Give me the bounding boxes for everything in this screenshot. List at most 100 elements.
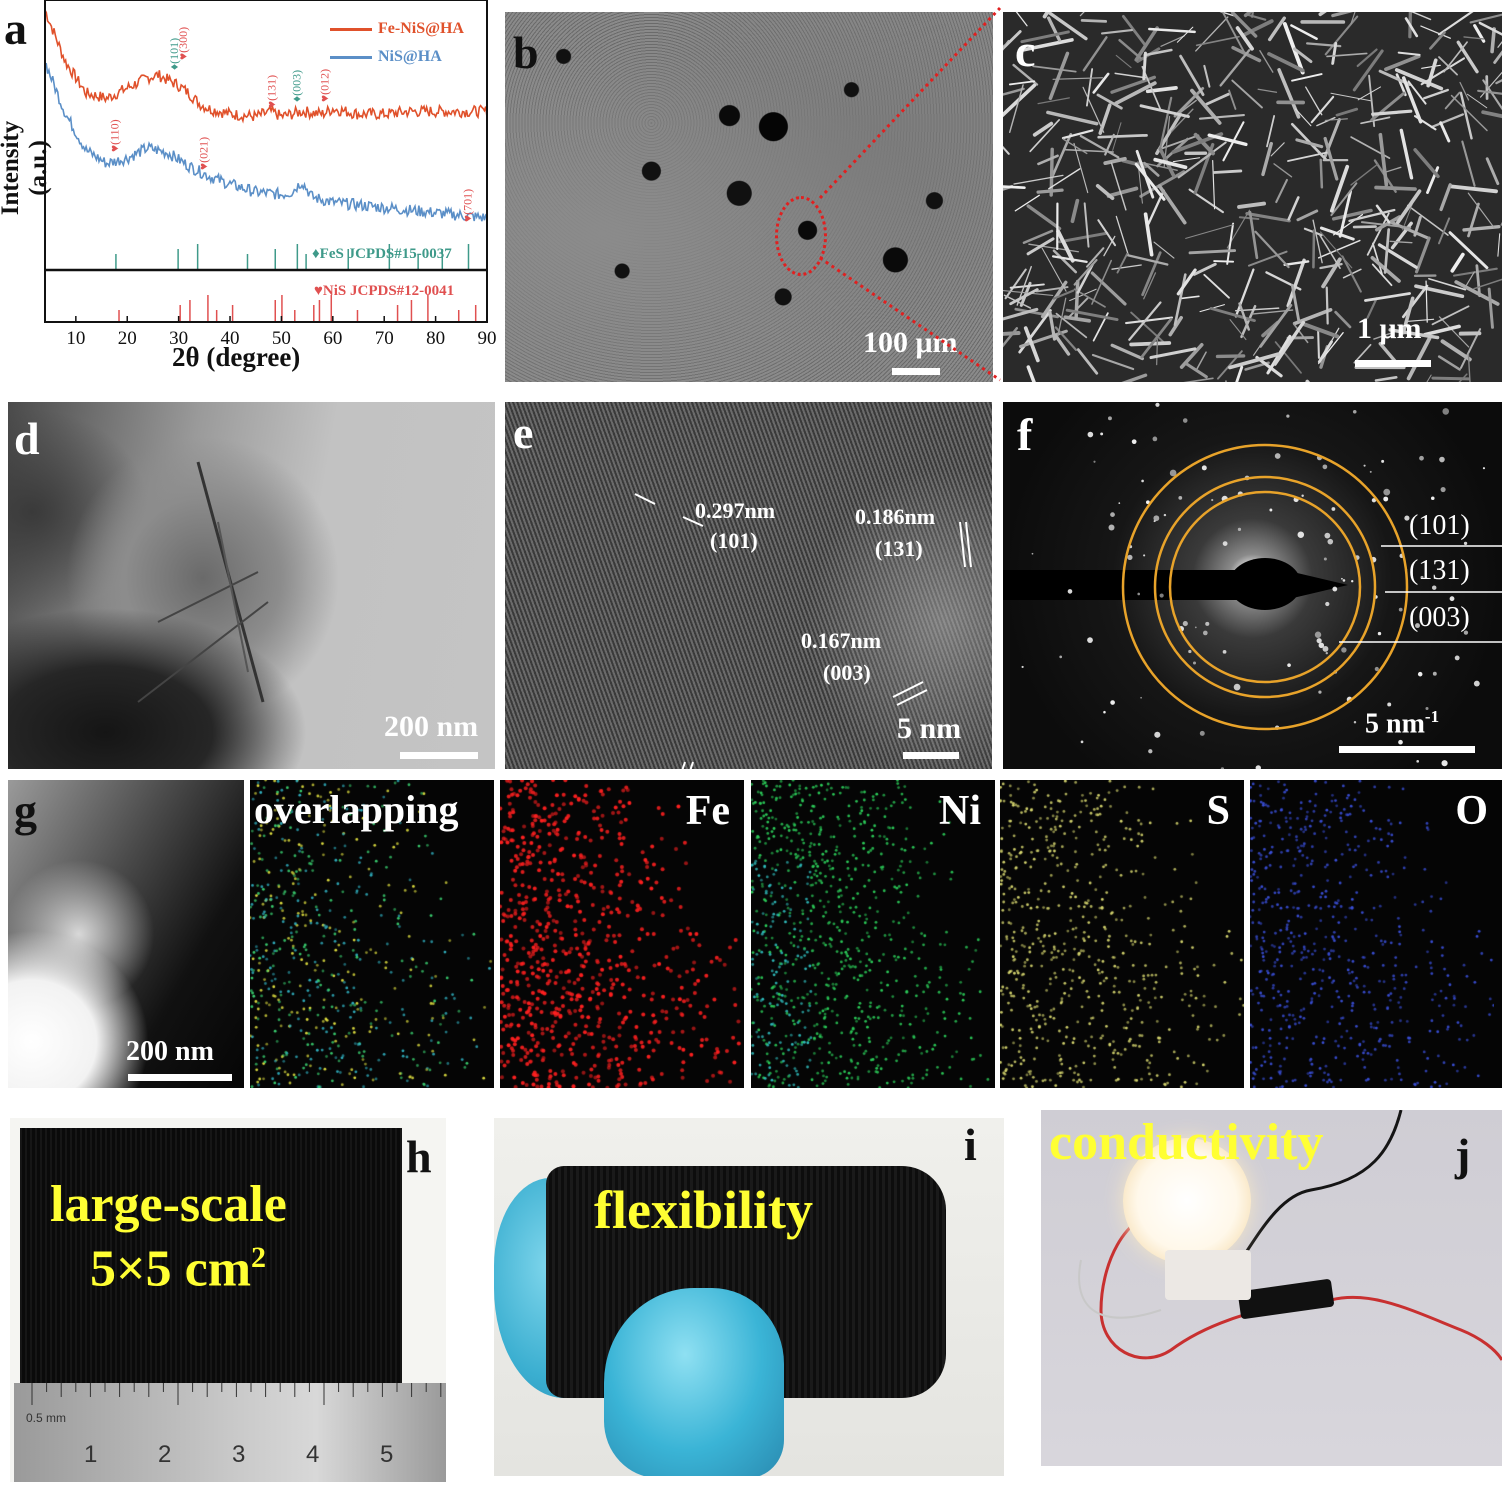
peak-label: ♥(021) — [196, 137, 210, 170]
eds-map-label-ni: Ni — [939, 788, 981, 834]
panel-j-photo: conductivity j — [1041, 1110, 1502, 1466]
scale-label-f: 5 nm-1 — [1365, 708, 1439, 738]
eds-map-s: S — [1000, 780, 1244, 1088]
ruler: 0.5 mm 1 2 3 4 5 — [14, 1383, 446, 1482]
scale-label-f-text: 5 nm — [1365, 708, 1425, 740]
panel-g-haadf: g 200 nm — [8, 780, 244, 1088]
x-tick-label: 20 — [118, 328, 137, 349]
fringe-plane-003: (003) — [823, 660, 871, 685]
scale-label-b: 100 μm — [863, 326, 958, 359]
eds-map-o: O — [1250, 780, 1502, 1088]
panel-a-xrd: 10 20 30 40 50 60 70 80 90 ♦(101) ♥(300) ♥(131) ♦(0… — [0, 0, 500, 382]
flexibility-text: flexibility — [594, 1180, 813, 1240]
fringe-d-101: 0.297nm — [695, 498, 776, 523]
ruler-ticks — [31, 1383, 442, 1405]
glove-front — [604, 1288, 784, 1476]
ruler-number: 1 — [84, 1441, 98, 1468]
xrd-axes-frame — [44, 0, 488, 323]
legend: Fe-NiS@HA NiS@HA — [330, 20, 464, 66]
panel-label-a: a — [4, 3, 27, 54]
panel-label-i: i — [964, 1119, 977, 1170]
legend-swatch-nis — [330, 55, 372, 59]
eds-map-label-overlapping: overlapping — [254, 787, 459, 832]
scale-label-f-sup: -1 — [1424, 707, 1440, 726]
fringe-plane-131: (131) — [875, 536, 923, 561]
nis-ref-label: ♥NiS JCPDS#12-0041 — [314, 283, 455, 299]
ruler-number: 3 — [232, 1441, 246, 1468]
xrd-chart: 10 20 30 40 50 60 70 80 90 ♦(101)♥(300) ♥(131) ♦(0… — [44, 0, 497, 349]
fringe-markers — [634, 493, 972, 769]
legend-label-nis: NiS@HA — [378, 48, 442, 65]
x-tick-label: 50 — [272, 328, 291, 349]
xlabel-2theta: 2θ (degree) — [172, 342, 301, 372]
panel-d-tem: d 200 nm — [8, 402, 495, 769]
ring-label-101: (101) — [1409, 510, 1470, 541]
peak-label: ♥(110) — [107, 119, 121, 152]
ruler-unit: 0.5 mm — [26, 1411, 67, 1425]
fringe-d-131: 0.186nm — [855, 504, 936, 529]
led-lamp — [1123, 1138, 1251, 1264]
eds-dots — [1000, 780, 1244, 1088]
x-tick-label: 10 — [66, 328, 85, 349]
nis-curve — [44, 62, 488, 222]
peak-label: ♥(300) — [176, 27, 190, 60]
xrd-peak-labels: ♦(101)♥(300) ♥(131) ♦(003) ♥(012) ♥(110) ♥(02… — [107, 27, 474, 222]
x-tick-label: 90 — [478, 328, 497, 349]
fe-nis-curve — [44, 9, 488, 124]
x-tick-label: 80 — [426, 328, 445, 349]
tem-rods — [137, 461, 269, 703]
panel-c-sem: c 1 μm — [1003, 12, 1502, 382]
legend-label-fe-nis: Fe-NiS@HA — [378, 20, 464, 37]
lamp-base — [1165, 1250, 1251, 1300]
peak-label: ♥(131) — [264, 75, 278, 108]
ring-label-131: (131) — [1409, 555, 1470, 586]
panel-e-hrtem: e 0.297nm (101) 0.186nm (131) 0.167nm (0… — [505, 402, 992, 769]
scale-label-e: 5 nm — [897, 712, 962, 745]
fes-reference-sticks — [115, 244, 470, 270]
legend-item-fe-nis: Fe-NiS@HA — [330, 20, 464, 38]
size-text: 5×5 cm2 — [90, 1242, 266, 1297]
carbon-cloth — [20, 1128, 402, 1383]
eds-map-overlapping: overlapping — [250, 780, 494, 1088]
ruler-number: 2 — [158, 1441, 172, 1468]
nis-ref-text: NiS JCPDS#12-0041 — [322, 283, 455, 299]
zoom-region-circle — [775, 196, 827, 276]
peak-label: ♦(101) — [167, 38, 181, 70]
scale-label-c: 1 μm — [1357, 312, 1422, 345]
scale-label-g: 200 nm — [126, 1036, 214, 1067]
Fe-NiS@HA-line — [44, 9, 488, 124]
peak-label: ♦(003) — [289, 70, 303, 102]
fes-ref-label: ♦FeS JCPDS#15-0037 — [312, 246, 452, 262]
size-text-sup: 2 — [251, 1241, 267, 1274]
ruler-number: 4 — [306, 1441, 320, 1468]
x-tick-label: 40 — [221, 328, 240, 349]
panel-label-h: h — [406, 1131, 432, 1182]
scale-bar-d — [400, 752, 478, 759]
conductivity-text: conductivity — [1049, 1114, 1324, 1171]
panel-i-photo: i flexibility — [494, 1118, 1004, 1476]
scale-bar-c — [1355, 360, 1431, 367]
xrd-x-ticks: 10 20 30 40 50 60 70 80 90 — [66, 316, 497, 349]
fringe-plane-101: (101) — [710, 528, 758, 553]
panel-label-d: d — [14, 413, 40, 464]
panel-label-c: c — [1015, 25, 1036, 76]
peak-label: ♥(701) — [461, 189, 475, 222]
scale-bar-b — [892, 368, 940, 375]
NiS@HA-line — [44, 62, 488, 222]
eds-dots — [250, 780, 494, 1088]
nanorod-texture — [1003, 12, 1502, 382]
large-scale-text: large-scale — [50, 1176, 287, 1233]
eds-map-ni: Ni — [751, 780, 995, 1088]
eds-dots — [751, 780, 995, 1088]
fes-ref-text: FeS JCPDS#15-0037 — [319, 246, 452, 262]
scale-bar-g — [128, 1074, 232, 1081]
ruler-number: 5 — [380, 1441, 394, 1468]
scale-bar-e — [903, 752, 959, 759]
ring-label-003: (003) — [1409, 602, 1470, 633]
eds-map-label-o: O — [1455, 788, 1488, 834]
panel-label-e: e — [513, 407, 534, 458]
nis-reference-sticks — [118, 295, 477, 322]
zoom-connector — [818, 6, 1002, 382]
eds-dots — [500, 780, 744, 1088]
fringe-d-003: 0.167nm — [801, 628, 882, 653]
